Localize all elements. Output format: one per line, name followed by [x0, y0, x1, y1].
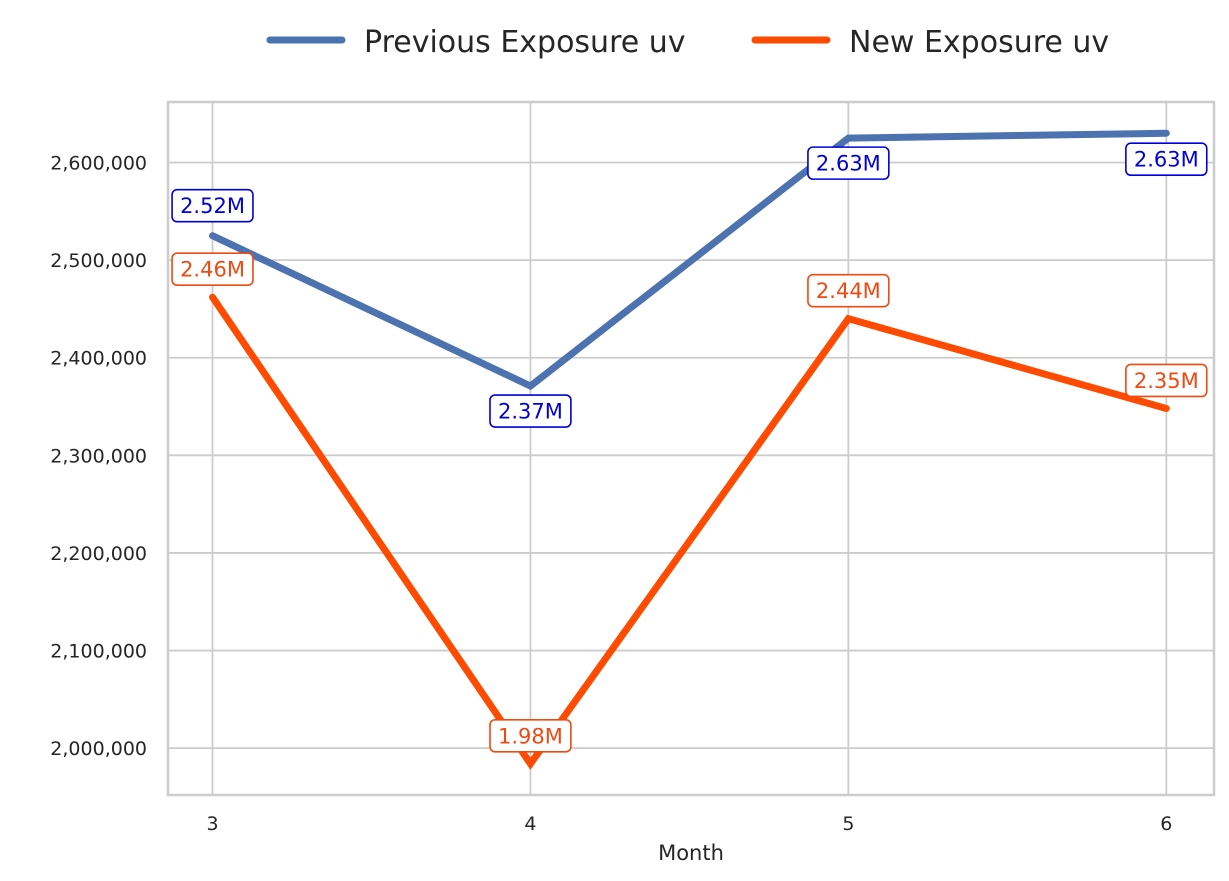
y-tick-label: 2,400,000: [50, 348, 147, 370]
data-label-previous-exposure-uv-6: 2.63M: [1125, 142, 1208, 177]
data-label-text: 2.52M: [180, 194, 245, 218]
y-tick-label: 2,200,000: [50, 543, 147, 565]
plot-frame: [166, 100, 1216, 797]
series-line-new-exposure-uv: [209, 293, 1170, 770]
data-label-box: [171, 252, 254, 287]
data-label-box: [1125, 142, 1208, 177]
y-tick-label: 2,300,000: [50, 445, 147, 467]
data-label-previous-exposure-uv-3: 2.52M: [171, 188, 254, 223]
series-line-previous-exposure-uv: [209, 129, 1170, 391]
data-label-new-exposure-uv-3: 2.46M: [171, 252, 254, 287]
series-lines: [209, 129, 1170, 770]
data-label-box: [489, 394, 572, 428]
data-label-box: [489, 718, 572, 753]
x-tick-label: 3: [206, 813, 218, 835]
data-label-text: 2.63M: [816, 152, 881, 176]
data-label-new-exposure-uv-4: 1.98M: [489, 718, 572, 753]
data-label-text: 2.44M: [816, 279, 881, 303]
data-label-text: 2.46M: [180, 258, 245, 282]
y-tick-label: 2,500,000: [50, 250, 147, 272]
data-label-text: 2.35M: [1134, 369, 1199, 393]
axis-ticks: 2,000,000 2,100,000 2,200,000 2,300,000 2,40…: [50, 153, 1172, 835]
data-label-text: 1.98M: [498, 724, 563, 748]
legend-label-previous-exposure-uv: Previous Exposure uv: [364, 25, 686, 60]
data-label-text: 2.37M: [498, 400, 563, 424]
data-label-previous-exposure-uv-5: 2.63M: [807, 146, 890, 180]
data-label-box: [1125, 363, 1208, 398]
data-label-box: [171, 188, 254, 223]
x-tick-label: 4: [524, 813, 536, 835]
x-axis-title: Month: [658, 841, 724, 865]
data-label-text: 2.63M: [1134, 148, 1199, 172]
y-tick-label: 2,000,000: [50, 738, 147, 760]
data-label-new-exposure-uv-5: 2.44M: [807, 273, 890, 308]
data-label-box: [807, 273, 890, 308]
legend: Previous Exposure uv New Exposure uv: [266, 25, 1109, 60]
y-tick-label: 2,600,000: [50, 153, 147, 175]
legend-label-new-exposure-uv: New Exposure uv: [849, 25, 1109, 60]
data-label-new-exposure-uv-6: 2.35M: [1125, 363, 1208, 398]
y-tick-label: 2,100,000: [50, 641, 147, 663]
data-label-previous-exposure-uv-4: 2.37M: [489, 394, 572, 428]
x-tick-label: 6: [1160, 813, 1172, 835]
grid: [168, 102, 1214, 795]
data-label-box: [807, 146, 890, 180]
data-labels: 2.52M 2.37M 2.63M 2.63M 2.46M 1.98M 2.44M 2.35M: [171, 142, 1208, 753]
x-tick-label: 5: [842, 813, 854, 835]
